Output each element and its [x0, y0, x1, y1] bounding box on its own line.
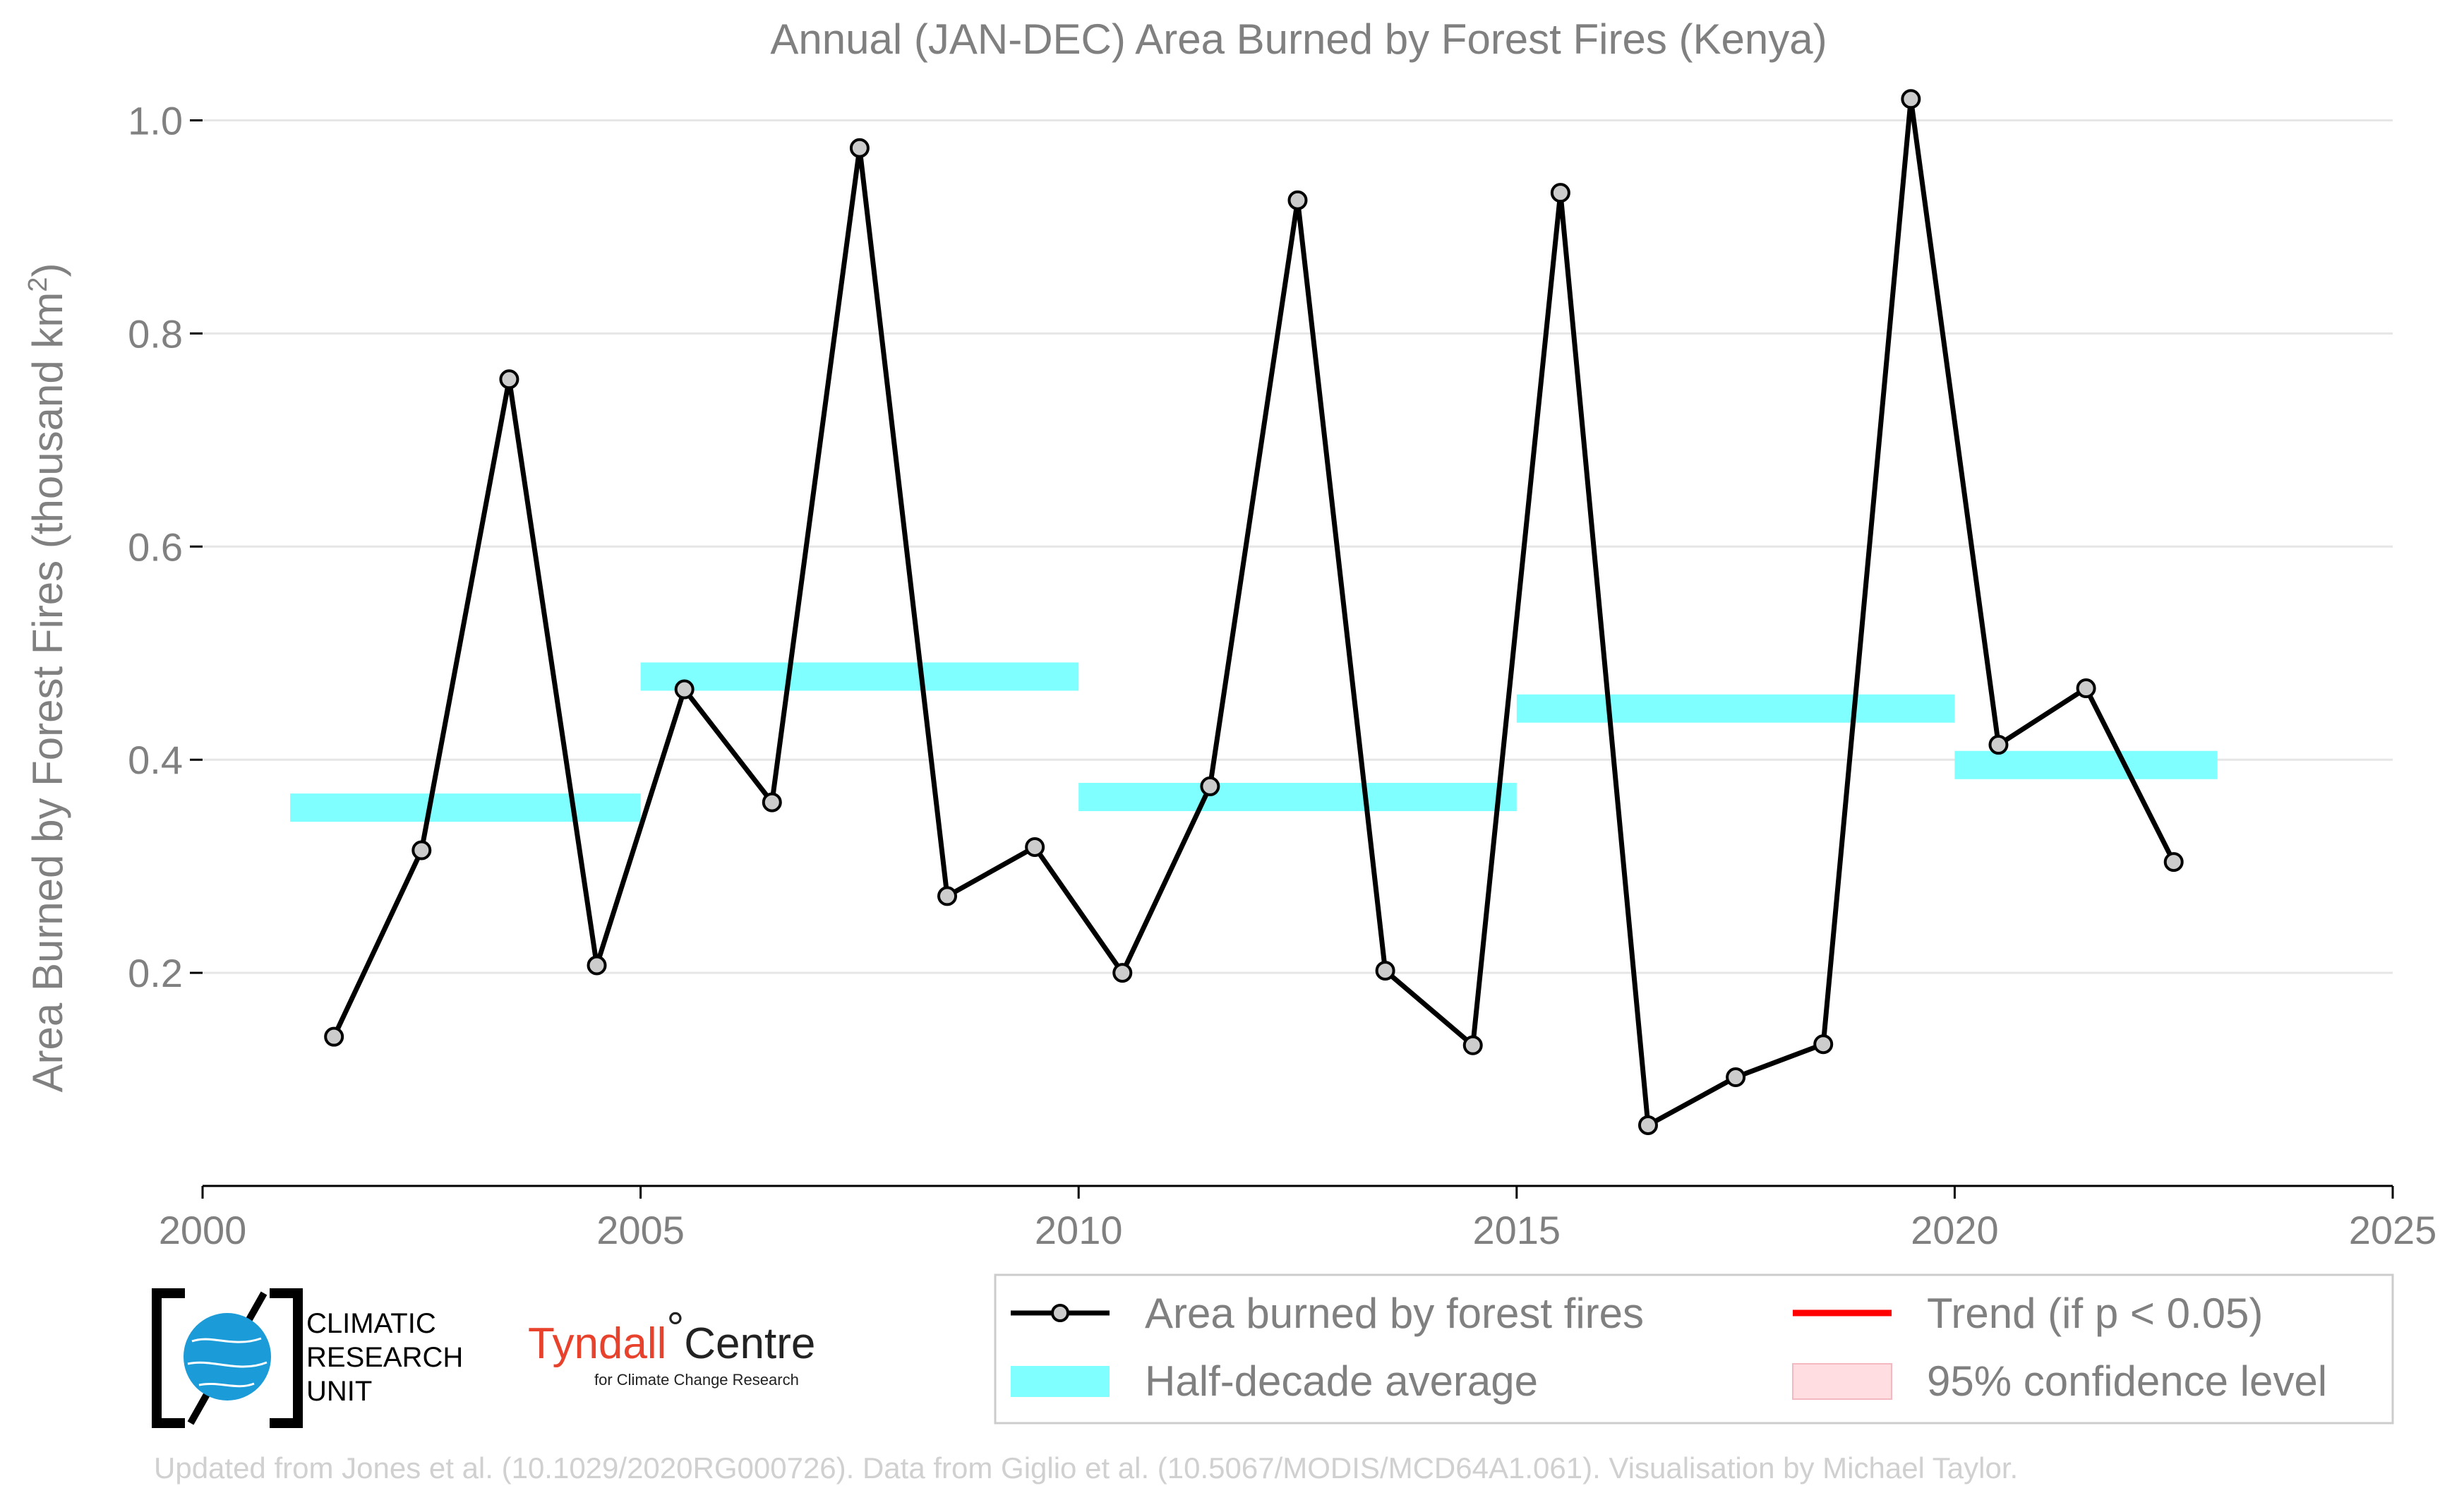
y-tick-label: 1.0	[128, 98, 183, 143]
cru-logo: CLIMATIC RESEARCH UNIT	[152, 1288, 463, 1428]
data-point	[1637, 1115, 1658, 1135]
legend-swatch-series-marker	[1051, 1304, 1069, 1322]
legend-swatch-half-decade	[1011, 1366, 1110, 1397]
y-axis-label: Area Burned by Forest Fires (thousand km…	[23, 263, 71, 1093]
data-point	[587, 955, 607, 976]
half-decade-band	[290, 793, 641, 822]
y-tick-label: 0.4	[128, 738, 183, 782]
y-axis-label-close: )	[24, 263, 71, 277]
half-decade-band	[640, 662, 1079, 691]
legend-label-confidence: 95% confidence level	[1927, 1357, 2327, 1405]
data-point	[674, 679, 695, 700]
chart-title: Annual (JAN-DEC) Area Burned by Forest F…	[770, 16, 1827, 63]
cru-logo-bracket-right	[270, 1288, 303, 1428]
data-point	[324, 1026, 344, 1047]
x-tick-label: 2025	[2349, 1208, 2437, 1252]
cru-logo-line-3: UNIT	[306, 1376, 372, 1407]
y-axis-label-main: Area Burned by Forest Fires (thousand km	[24, 292, 71, 1093]
tyndall-logo-centre: Centre	[684, 1319, 815, 1368]
data-point	[1025, 837, 1045, 857]
x-tick-label: 2015	[1473, 1208, 1561, 1252]
data-point	[937, 886, 958, 906]
half-decade-bands	[290, 662, 2218, 822]
legend-label-trend: Trend (if p < 0.05)	[1927, 1290, 2263, 1337]
legend-label-series: Area burned by forest fires	[1145, 1290, 1644, 1337]
data-point	[411, 840, 432, 861]
legend-swatch-confidence	[1792, 1363, 1892, 1400]
cru-logo-bracket-left	[152, 1288, 185, 1428]
cru-logo-line-1: CLIMATIC	[306, 1308, 436, 1339]
data-point	[499, 369, 519, 390]
x-tick-label: 2010	[1035, 1208, 1123, 1252]
x-tick-label: 2000	[159, 1208, 247, 1252]
y-tick-label: 0.6	[128, 524, 183, 569]
x-axis: 2000 2005 2010 2015 2020 2025	[159, 1185, 2437, 1252]
x-tick-label: 2020	[1911, 1208, 1999, 1252]
data-point	[1462, 1035, 1483, 1055]
data-point	[1726, 1067, 1746, 1088]
half-decade-band	[1516, 694, 1955, 723]
tyndall-logo-name: Tyndall	[528, 1319, 666, 1368]
grid-lines	[203, 119, 2393, 974]
data-point	[1988, 735, 2009, 755]
tyndall-logo-subtitle: for Climate Change Research	[594, 1371, 799, 1389]
y-axis-ticks: 0.2 0.4 0.6 0.8 1.0	[128, 98, 203, 995]
x-tick-label: 2005	[596, 1208, 685, 1252]
tyndall-logo-degree: °	[666, 1304, 684, 1353]
half-decade-band	[1078, 783, 1517, 812]
data-point	[2163, 852, 2184, 873]
globe-icon-contour	[187, 1337, 268, 1388]
data-point	[1200, 776, 1220, 796]
legend-box	[994, 1273, 2394, 1425]
data-point	[1901, 89, 1921, 109]
half-decade-band	[1954, 750, 2218, 779]
tyndall-logo-title: Tyndall°Centre	[528, 1304, 815, 1368]
data-series	[324, 89, 2184, 1135]
data-point	[1112, 963, 1133, 983]
data-point	[762, 792, 782, 813]
data-point	[2076, 678, 2096, 699]
data-point	[1287, 190, 1308, 210]
data-point	[1813, 1034, 1834, 1055]
cru-logo-line-2: RESEARCH	[306, 1342, 463, 1373]
series-line	[332, 96, 2176, 1128]
data-point	[849, 138, 870, 158]
data-point	[1550, 183, 1570, 203]
legend-label-half-decade: Half-decade average	[1145, 1357, 1538, 1405]
source-caption: Updated from Jones et al. (10.1029/2020R…	[154, 1451, 2018, 1485]
y-tick-label: 0.2	[128, 951, 183, 995]
globe-icon	[184, 1313, 271, 1401]
y-tick-label: 0.8	[128, 311, 183, 356]
data-point	[1375, 961, 1395, 981]
legend: Area burned by forest fires Trend (if p …	[994, 1273, 2394, 1425]
tyndall-logo: Tyndall°Centre for Climate Change Resear…	[528, 1304, 815, 1389]
y-axis-label-superscript: 2	[23, 277, 53, 292]
